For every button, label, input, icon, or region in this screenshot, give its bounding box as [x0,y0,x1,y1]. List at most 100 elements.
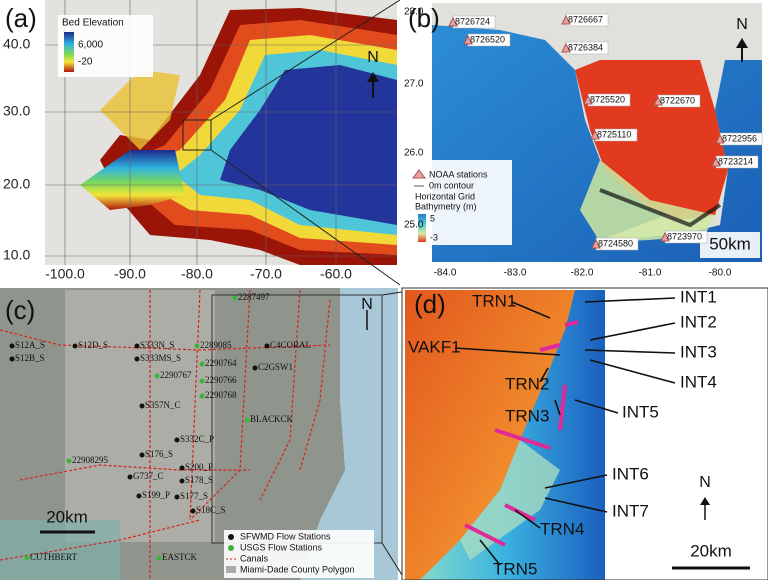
station-label: 8726667 [568,14,603,24]
station-label: 8726520 [470,34,505,44]
panel-label: (d) [414,289,446,319]
legend-label: USGS Flow Stations [240,542,323,552]
station-label: 8724580 [598,238,633,248]
map-rect [224,530,374,578]
map-line [558,384,567,431]
north-label: N [736,16,748,33]
map-line [511,301,551,319]
legend-label: SFWMD Flow Stations [240,531,331,541]
station-marker [715,133,725,144]
station-label: C2GSW1 [258,362,293,372]
x-tick-label: -70.0 [250,266,282,282]
map-line [589,322,676,341]
y-tick-label: 25.0 [404,220,424,231]
map-path [460,440,560,560]
station-label: 8725520 [590,94,625,104]
map-rect [64,32,74,72]
station-label: 2290764 [205,358,237,368]
map-line [564,320,579,327]
station-label: S333N_S [140,340,175,350]
map-rect [412,160,512,245]
station-marker [591,238,601,249]
station-marker [653,95,663,106]
station-label: 22908295 [72,455,109,465]
site-label: INT6 [612,464,649,483]
legend-label: 5 [430,213,435,223]
station-label: EASTCK [162,552,198,562]
station-marker [179,465,185,471]
station-marker [72,343,78,349]
station-marker [134,343,140,349]
station-label: 2287497 [238,292,270,302]
y-tick-label: 20.0 [3,176,30,192]
legend-label: Bathymetry (m) [415,201,477,211]
x-tick-label: -80.0 [709,268,732,279]
station-label: CUTHBERT [30,552,77,562]
map-path [19,464,250,481]
station-marker [190,508,196,514]
map-path [412,169,426,179]
legend-label: Miami-Dade County Polygon [240,564,355,574]
station-label: S12D_S [78,340,108,350]
station-marker [561,14,571,25]
site-label: TRN5 [493,559,537,578]
station-marker [66,458,72,464]
map-line [539,343,561,352]
station-marker [139,452,145,458]
station-marker [199,393,205,399]
panel-label: (a) [5,3,37,33]
station-label: S333MS_S [140,353,181,363]
station-marker [199,361,205,367]
x-tick-label: -82.0 [571,268,594,279]
map-rect [65,290,215,542]
legend-title: Bed Elevation [62,18,124,29]
map-path [100,70,180,150]
station-label: S200_P [185,462,213,472]
map-circle [228,545,234,551]
x-tick-label: -90.0 [114,266,146,282]
station-label: C4CORAL [270,340,311,350]
station-marker [264,343,270,349]
station-label: 2289085 [200,340,232,350]
station-marker [448,16,458,27]
station-marker [583,94,593,105]
station-marker [24,555,30,561]
site-label: INT7 [612,501,649,520]
station-label: 8726384 [568,42,603,52]
map-path [189,289,201,521]
site-label: INT1 [680,287,717,306]
station-marker [244,417,250,423]
site-label: TRN3 [505,406,549,425]
map-line [544,474,608,489]
station-marker [561,42,571,53]
map-path [300,288,398,580]
map-line [539,367,549,383]
north-label: N [699,474,711,491]
map-path [259,289,301,501]
site-label: VAKF1 [408,337,461,356]
map-line [381,291,403,296]
x-tick-label: -83.0 [504,268,527,279]
panel-a [45,0,401,286]
station-label: S332C_P [180,434,214,444]
site-label: INT5 [622,402,659,421]
map-circle [228,534,234,540]
map-rect [226,566,236,573]
map-line [514,509,541,529]
station-marker [463,34,473,45]
map-rect [401,287,768,580]
map-line [584,297,676,303]
station-label: 8723970 [667,231,702,241]
station-marker [9,356,15,362]
site-label: TRN1 [472,291,516,310]
y-tick-label: 28.0 [404,7,424,18]
panel-label: (c) [5,295,35,325]
map-line [454,347,561,356]
station-marker [252,365,258,371]
legend-label: Horizontal Grid [415,191,475,201]
station-label: S357N_C [145,400,181,410]
y-tick-label: 27.0 [404,79,424,90]
station-marker [136,493,142,499]
map-line [574,399,619,414]
